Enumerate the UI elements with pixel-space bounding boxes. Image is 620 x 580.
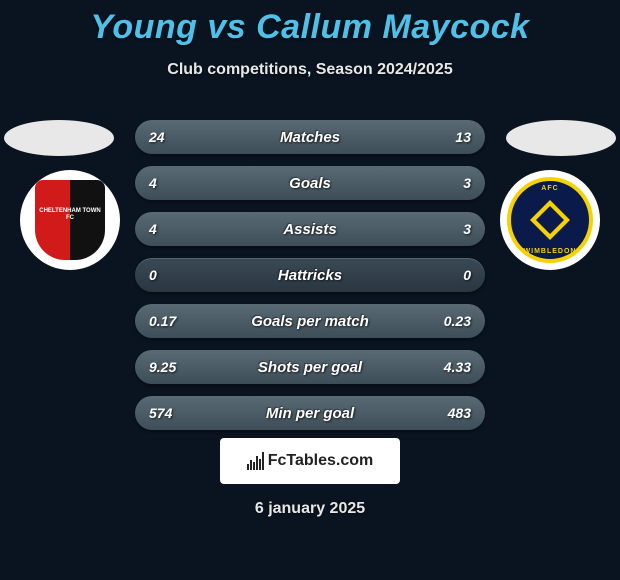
wimbledon-crest-icon: AFC WIMBLEDON — [507, 177, 593, 263]
brand-label: FcTables.com — [268, 452, 374, 470]
stat-row: 4 Assists 3 — [135, 212, 485, 246]
player-photo-left — [4, 120, 114, 156]
player-photo-right — [506, 120, 616, 156]
stat-label: Goals — [289, 175, 331, 192]
stat-label: Goals per match — [251, 313, 369, 330]
stats-table: 24 Matches 13 4 Goals 3 4 Assists 3 0 Hattricks 0 0.… — [135, 120, 485, 442]
club-badge-left: CHELTENHAM TOWN FC — [20, 170, 120, 270]
stat-value-left: 4 — [149, 221, 157, 237]
stat-row: 0 Hattricks 0 — [135, 258, 485, 292]
stat-value-right: 3 — [463, 175, 471, 191]
stat-value-left: 9.25 — [149, 359, 176, 375]
stat-value-right: 483 — [448, 405, 471, 421]
chart-bars-icon — [247, 452, 264, 470]
club-badge-right-top: AFC — [541, 185, 558, 192]
stat-row: 24 Matches 13 — [135, 120, 485, 154]
stat-value-left: 0 — [149, 267, 157, 283]
date-label: 6 january 2025 — [0, 500, 620, 518]
stat-value-right: 4.33 — [444, 359, 471, 375]
stat-row: 0.17 Goals per match 0.23 — [135, 304, 485, 338]
stat-label: Assists — [283, 221, 336, 238]
stat-value-left: 24 — [149, 129, 165, 145]
stat-label: Hattricks — [278, 267, 342, 284]
stat-row: 574 Min per goal 483 — [135, 396, 485, 430]
club-badge-left-label: CHELTENHAM TOWN FC — [35, 208, 105, 221]
stat-label: Min per goal — [266, 405, 354, 422]
page-title: Young vs Callum Maycock — [0, 0, 620, 47]
stat-value-right: 3 — [463, 221, 471, 237]
stat-value-right: 0.23 — [444, 313, 471, 329]
brand-plate[interactable]: FcTables.com — [220, 438, 400, 484]
stat-value-left: 4 — [149, 175, 157, 191]
stat-value-right: 13 — [455, 129, 471, 145]
stat-label: Shots per goal — [258, 359, 362, 376]
stat-value-right: 0 — [463, 267, 471, 283]
stat-value-left: 574 — [149, 405, 172, 421]
club-badge-right-bottom: WIMBLEDON — [524, 248, 577, 255]
stat-row: 4 Goals 3 — [135, 166, 485, 200]
club-badge-right: AFC WIMBLEDON — [500, 170, 600, 270]
stat-value-left: 0.17 — [149, 313, 176, 329]
subtitle: Club competitions, Season 2024/2025 — [0, 61, 620, 79]
stat-label: Matches — [280, 129, 340, 146]
cheltenham-crest-icon: CHELTENHAM TOWN FC — [35, 180, 105, 260]
stat-row: 9.25 Shots per goal 4.33 — [135, 350, 485, 384]
